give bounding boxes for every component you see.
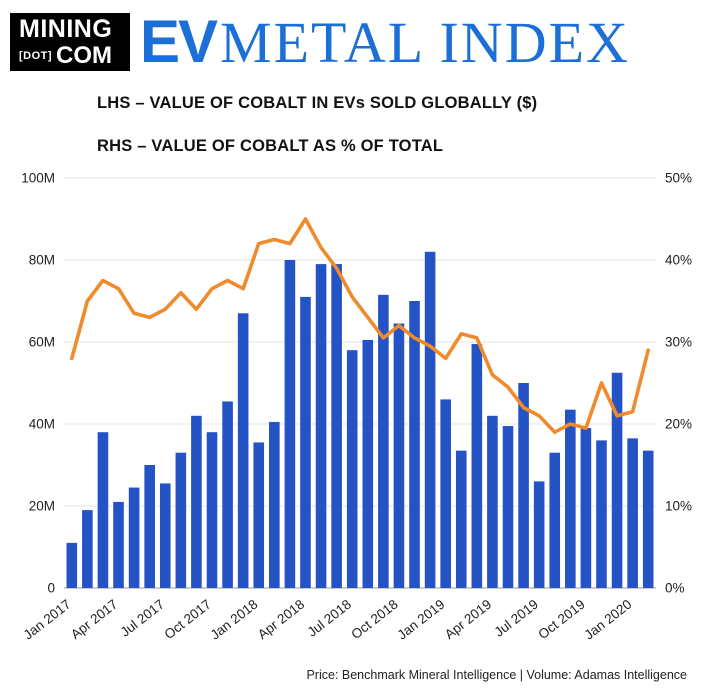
right-axis-tick: 50% — [665, 171, 692, 186]
value-bar — [362, 339, 374, 588]
x-axis-tick: Apr 2018 — [255, 597, 307, 643]
x-axis-tick: Jan 2018 — [208, 597, 261, 643]
value-bar — [627, 438, 638, 588]
value-bar — [206, 432, 218, 588]
left-axis-tick: 80M — [29, 253, 55, 268]
x-axis-tick: Jul 2017 — [118, 597, 167, 640]
value-bar — [144, 465, 155, 588]
x-axis-tick: Apr 2019 — [442, 597, 494, 643]
value-bar — [533, 481, 545, 588]
right-axis-tick: 10% — [665, 499, 692, 514]
value-bar — [159, 483, 171, 588]
right-axis-tick: 0% — [665, 581, 685, 596]
value-bar — [113, 501, 124, 588]
x-axis-tick: Oct 2017 — [161, 597, 213, 643]
right-axis-tick: 20% — [665, 417, 692, 432]
chart-area: 0 20M 40M 60M 80M 100M 0% 10% 20% 30% 40% 50% Jan 20… — [0, 164, 717, 649]
value-bar — [175, 452, 187, 588]
value-bar — [565, 409, 576, 588]
value-bar — [393, 323, 405, 588]
value-bar — [549, 452, 561, 588]
value-bar — [128, 487, 140, 588]
value-bar — [409, 301, 420, 588]
value-bar — [253, 442, 265, 588]
left-axis-tick: 0 — [47, 581, 55, 596]
value-bar — [331, 264, 342, 588]
value-bar — [191, 415, 202, 588]
x-axis-tick: Oct 2018 — [348, 597, 400, 643]
page-title: EV METAL INDEX — [140, 12, 630, 72]
source-attribution: Price: Benchmark Mineral Intelligence | … — [306, 668, 687, 682]
x-axis-tick: Jul 2019 — [492, 597, 541, 640]
x-axis-tick: Apr 2017 — [68, 597, 120, 643]
x-axis-tick: Jul 2018 — [305, 597, 354, 640]
value-bar — [378, 294, 389, 588]
value-bar — [518, 383, 529, 588]
subtitle-lhs: LHS – VALUE OF COBALT IN EVs SOLD GLOBAL… — [97, 94, 538, 112]
logo-dotcom-text: [DOT] COM — [19, 44, 121, 68]
left-axis-tick: 20M — [29, 499, 55, 514]
x-axis-tick: Oct 2019 — [535, 597, 587, 643]
value-bar — [315, 264, 327, 588]
left-axis-tick: 40M — [29, 417, 55, 432]
value-bar — [237, 313, 249, 588]
title-ev: EV — [140, 8, 218, 75]
value-bar — [82, 510, 93, 588]
value-bar — [487, 415, 498, 588]
logo-dot-text: [DOT] — [19, 49, 53, 62]
x-axis-tick: Jan 2017 — [21, 597, 74, 643]
title-metal-index: METAL INDEX — [220, 10, 630, 75]
x-axis-tick: Jan 2019 — [395, 597, 448, 643]
masthead: MINING [DOT] COM EV METAL INDEX — [0, 0, 717, 72]
value-bar — [455, 450, 467, 588]
value-bar — [66, 542, 78, 588]
value-bar — [580, 428, 592, 588]
value-bar — [222, 401, 233, 588]
value-bar — [611, 372, 623, 588]
value-bar — [97, 432, 109, 588]
value-bar — [269, 421, 280, 588]
cobalt-value-chart: 0 20M 40M 60M 80M 100M 0% 10% 20% 30% 40% 50% Jan 20… — [21, 171, 692, 643]
value-bar — [284, 260, 296, 588]
mining-com-logo: MINING [DOT] COM — [10, 13, 130, 71]
subtitle-rhs: RHS – VALUE OF COBALT AS % OF TOTAL — [97, 137, 444, 155]
value-bar — [346, 350, 358, 588]
left-axis-tick: 100M — [21, 171, 55, 186]
value-bar — [424, 251, 436, 589]
value-bar — [642, 450, 654, 588]
x-axis-tick: Jan 2020 — [581, 597, 634, 643]
logo-mining-text: MINING — [19, 14, 113, 43]
value-bar — [471, 344, 483, 588]
logo-com-text: COM — [56, 42, 113, 70]
right-axis-tick: 30% — [665, 335, 692, 350]
value-bar — [300, 296, 311, 588]
chart-subtitles: LHS – VALUE OF COBALT IN EVs SOLD GLOBAL… — [0, 72, 717, 156]
percent-line — [70, 217, 651, 435]
value-bar — [596, 440, 607, 588]
right-axis-tick: 40% — [665, 253, 692, 268]
left-axis-tick: 60M — [29, 335, 55, 350]
value-bar — [440, 399, 451, 588]
value-bar — [502, 426, 514, 588]
